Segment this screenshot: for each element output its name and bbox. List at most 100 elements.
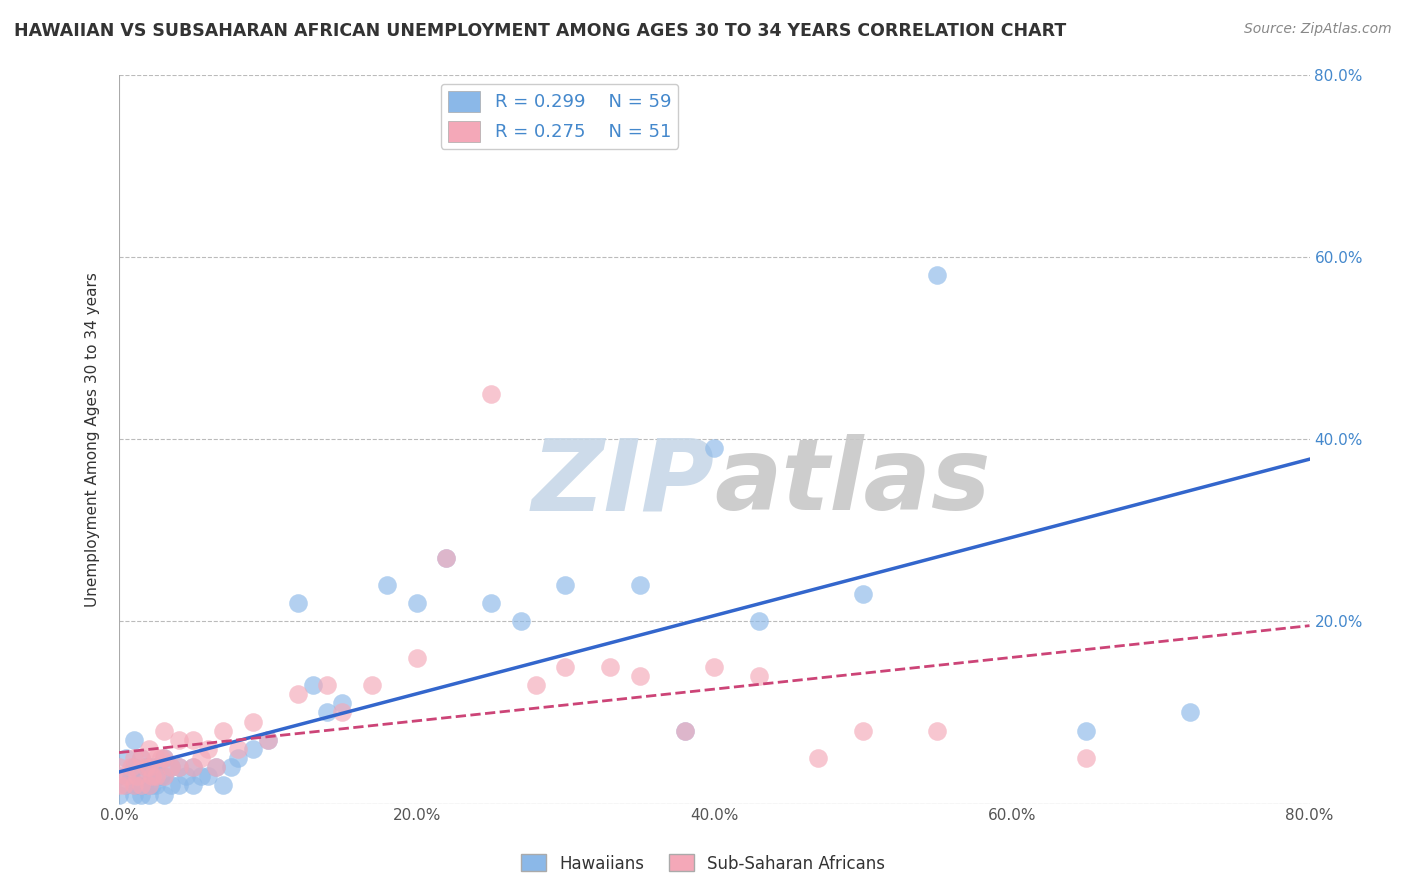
- Point: [138, 788, 160, 802]
- Point: [852, 723, 875, 738]
- Point: [183, 732, 205, 747]
- Point: [301, 678, 323, 692]
- Point: [219, 760, 242, 774]
- Point: [1180, 706, 1202, 720]
- Point: [122, 778, 145, 792]
- Point: [125, 778, 148, 792]
- Point: [145, 760, 167, 774]
- Point: [138, 760, 160, 774]
- Point: [703, 660, 725, 674]
- Point: [316, 706, 339, 720]
- Point: [628, 578, 651, 592]
- Point: [405, 650, 427, 665]
- Point: [852, 587, 875, 601]
- Point: [152, 723, 174, 738]
- Point: [115, 751, 138, 765]
- Point: [122, 732, 145, 747]
- Text: Source: ZipAtlas.com: Source: ZipAtlas.com: [1244, 22, 1392, 37]
- Text: ZIP: ZIP: [531, 434, 714, 532]
- Point: [316, 678, 339, 692]
- Point: [287, 596, 309, 610]
- Point: [257, 732, 280, 747]
- Point: [204, 760, 226, 774]
- Point: [436, 550, 458, 565]
- Point: [120, 769, 142, 783]
- Point: [361, 678, 384, 692]
- Point: [436, 550, 458, 565]
- Point: [122, 760, 145, 774]
- Point: [807, 751, 830, 765]
- Point: [1076, 723, 1098, 738]
- Point: [120, 760, 142, 774]
- Point: [145, 778, 167, 792]
- Point: [135, 760, 157, 774]
- Point: [242, 714, 264, 729]
- Point: [108, 760, 131, 774]
- Point: [138, 760, 160, 774]
- Point: [141, 760, 163, 774]
- Point: [145, 769, 167, 783]
- Point: [1076, 751, 1098, 765]
- Point: [204, 760, 226, 774]
- Point: [138, 778, 160, 792]
- Point: [131, 788, 153, 802]
- Point: [703, 441, 725, 455]
- Point: [108, 778, 131, 792]
- Point: [226, 742, 249, 756]
- Point: [212, 723, 235, 738]
- Point: [167, 760, 190, 774]
- Point: [152, 769, 174, 783]
- Point: [242, 742, 264, 756]
- Point: [524, 678, 547, 692]
- Point: [160, 760, 183, 774]
- Point: [160, 760, 183, 774]
- Point: [135, 760, 157, 774]
- Point: [145, 751, 167, 765]
- Point: [183, 760, 205, 774]
- Y-axis label: Unemployment Among Ages 30 to 34 years: Unemployment Among Ages 30 to 34 years: [86, 272, 100, 607]
- Point: [125, 769, 148, 783]
- Point: [149, 751, 172, 765]
- Point: [405, 596, 427, 610]
- Point: [330, 697, 353, 711]
- Text: atlas: atlas: [714, 434, 991, 532]
- Legend: Hawaiians, Sub-Saharan Africans: Hawaiians, Sub-Saharan Africans: [515, 847, 891, 880]
- Point: [131, 778, 153, 792]
- Point: [149, 769, 172, 783]
- Point: [131, 751, 153, 765]
- Point: [673, 723, 696, 738]
- Point: [115, 778, 138, 792]
- Point: [167, 760, 190, 774]
- Text: HAWAIIAN VS SUBSAHARAN AFRICAN UNEMPLOYMENT AMONG AGES 30 TO 34 YEARS CORRELATIO: HAWAIIAN VS SUBSAHARAN AFRICAN UNEMPLOYM…: [14, 22, 1066, 40]
- Point: [131, 751, 153, 765]
- Point: [138, 778, 160, 792]
- Point: [108, 769, 131, 783]
- Point: [375, 578, 398, 592]
- Point: [141, 778, 163, 792]
- Point: [131, 769, 153, 783]
- Point: [122, 751, 145, 765]
- Point: [152, 751, 174, 765]
- Point: [138, 742, 160, 756]
- Point: [134, 778, 156, 792]
- Point: [748, 669, 770, 683]
- Point: [197, 769, 219, 783]
- Point: [628, 669, 651, 683]
- Point: [152, 751, 174, 765]
- Point: [226, 751, 249, 765]
- Point: [197, 742, 219, 756]
- Point: [183, 760, 205, 774]
- Point: [160, 778, 183, 792]
- Point: [167, 778, 190, 792]
- Legend: R = 0.299    N = 59, R = 0.275    N = 51: R = 0.299 N = 59, R = 0.275 N = 51: [440, 84, 679, 149]
- Point: [927, 268, 949, 282]
- Point: [509, 615, 531, 629]
- Point: [167, 732, 190, 747]
- Point: [190, 769, 212, 783]
- Point: [152, 769, 174, 783]
- Point: [122, 778, 145, 792]
- Point: [257, 732, 280, 747]
- Point: [479, 596, 502, 610]
- Point: [112, 778, 135, 792]
- Point: [599, 660, 621, 674]
